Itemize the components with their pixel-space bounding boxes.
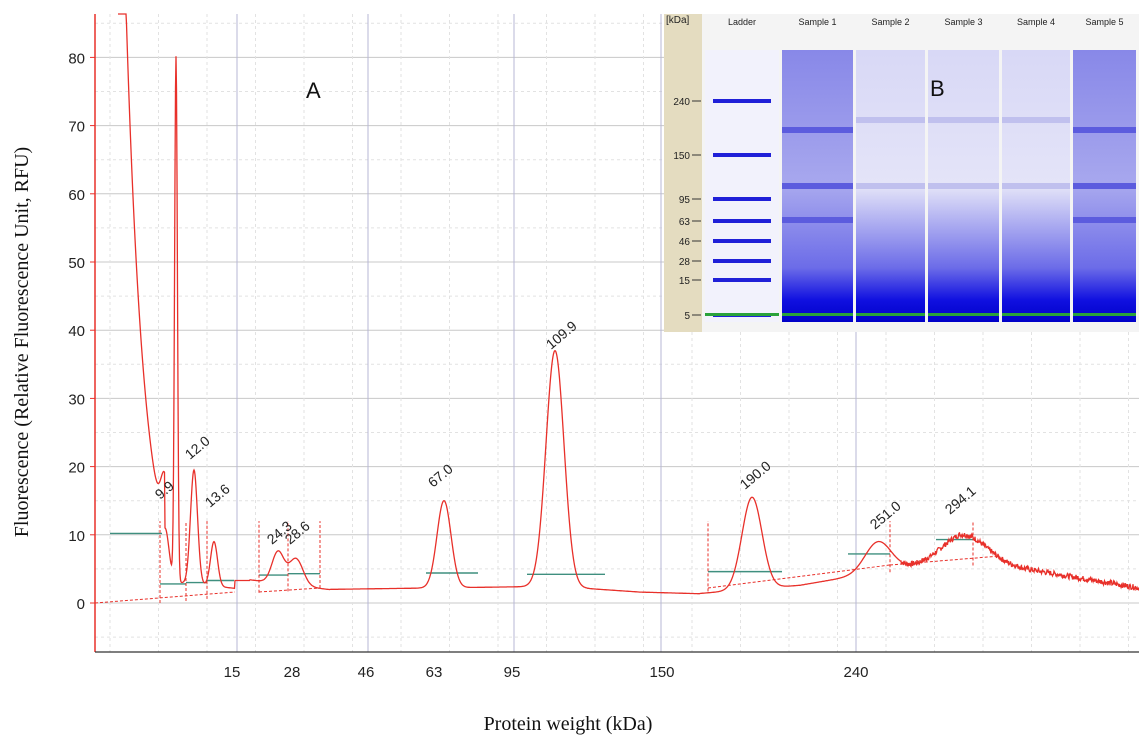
sample-band xyxy=(1073,127,1136,133)
gel-lane-label: Ladder xyxy=(728,17,756,27)
sample-band xyxy=(782,217,853,223)
x-tick-label: 95 xyxy=(504,664,521,681)
lane-front-marker xyxy=(856,313,925,316)
peak-dropdown-lines xyxy=(94,521,1001,604)
gel-marker-label: 150 xyxy=(673,151,690,162)
gel-marker-label: 46 xyxy=(679,237,691,248)
gel-lane-label: Sample 2 xyxy=(871,17,909,27)
panel-label-a: A xyxy=(306,78,321,103)
y-tick-label: 70 xyxy=(68,119,85,136)
sample-band xyxy=(928,183,999,189)
lane-front-marker xyxy=(1002,313,1070,316)
gel-marker-label: 5 xyxy=(684,311,690,322)
gel-marker-label: 240 xyxy=(673,97,690,108)
panel-label-b: B xyxy=(930,76,945,101)
gel-unit-label: [kDa] xyxy=(666,15,690,26)
y-tick-labels: 0 10 20 30 40 50 60 70 80 xyxy=(68,50,95,613)
y-tick-label: 50 xyxy=(68,255,85,272)
y-tick-label: 40 xyxy=(68,323,85,340)
x-tick-label: 28 xyxy=(284,664,301,681)
integration-baseline xyxy=(94,555,1001,604)
ladder-band xyxy=(713,278,771,282)
gel-ladder-markers: 240 150 95 63 46 28 15 5 xyxy=(673,97,701,322)
sample-band xyxy=(1002,183,1070,189)
plot-axes xyxy=(94,14,1139,653)
gel-lane-label: Sample 4 xyxy=(1017,17,1055,27)
lane-front-marker xyxy=(705,313,779,316)
x-axis-label: Protein weight (kDa) xyxy=(484,713,653,735)
gel-image-panel: [kDa] Ladder Sample 1 Sample 2 Sample 3 Samp… xyxy=(664,14,1139,332)
x-tick-label: 46 xyxy=(358,664,375,681)
y-tick-label: 10 xyxy=(68,528,85,545)
x-tick-label: 150 xyxy=(649,664,674,681)
ladder-band xyxy=(713,219,771,223)
ladder-band xyxy=(713,239,771,243)
ladder-band xyxy=(713,99,771,103)
sample-band xyxy=(856,183,925,189)
y-tick-label: 30 xyxy=(68,391,85,408)
sample-band xyxy=(1073,217,1136,223)
x-tick-label: 15 xyxy=(224,664,241,681)
gel-lane xyxy=(705,50,779,322)
sample-band xyxy=(1002,117,1070,123)
sample-band xyxy=(928,117,999,123)
y-tick-label: 20 xyxy=(68,460,85,477)
fluorescence-trace xyxy=(118,13,1139,595)
sample-band xyxy=(782,183,853,189)
y-axis-label: Fluorescence (Relative Fluorescence Unit… xyxy=(11,147,33,537)
y-tick-label: 0 xyxy=(77,596,85,613)
gel-marker-label: 95 xyxy=(679,195,691,206)
ladder-band xyxy=(713,259,771,263)
gel-lane-label: Sample 1 xyxy=(798,17,836,27)
sample-band xyxy=(1073,183,1136,189)
gel-lane-label: Sample 5 xyxy=(1085,17,1123,27)
gel-marker-label: 63 xyxy=(679,217,691,228)
lane-front-marker xyxy=(1073,313,1136,316)
gel-lanes xyxy=(705,50,1136,322)
x-tick-label: 63 xyxy=(426,664,443,681)
sample-band xyxy=(856,117,925,123)
gel-marker-label: 28 xyxy=(679,257,691,268)
gel-lane-labels: Ladder Sample 1 Sample 2 Sample 3 Sample 4 Sa… xyxy=(728,17,1124,27)
x-tick-label: 240 xyxy=(843,664,868,681)
peak-baselines xyxy=(110,532,973,585)
x-tick-labels: 15 28 46 63 95 150 240 xyxy=(224,664,869,681)
ladder-band xyxy=(713,197,771,201)
sample-band xyxy=(782,127,853,133)
ladder-band xyxy=(713,153,771,157)
lane-front-marker xyxy=(782,313,853,316)
lane-front-marker xyxy=(928,313,999,316)
gel-marker-label: 15 xyxy=(679,276,691,287)
gel-marker-strip xyxy=(664,14,702,332)
y-tick-label: 60 xyxy=(68,187,85,204)
gel-lane-label: Sample 3 xyxy=(944,17,982,27)
y-tick-label: 80 xyxy=(68,50,85,67)
